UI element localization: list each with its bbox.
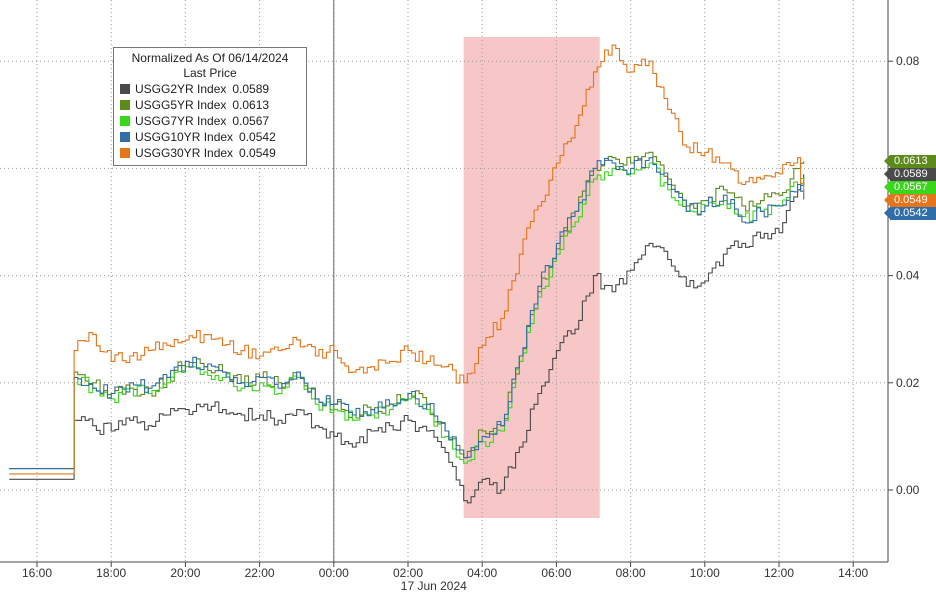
last-value-tag: 0.0613 <box>884 155 936 169</box>
series-line <box>9 157 805 470</box>
legend: Normalized As Of 06/14/2024 Last Price U… <box>113 47 307 166</box>
x-tick-label: 08:00 <box>616 566 646 580</box>
x-tick-label: 10:00 <box>690 566 720 580</box>
x-tick-label: 18:00 <box>96 566 126 580</box>
legend-item: USGG2YR Index 0.0589 <box>120 81 300 97</box>
x-tick-label: 14:00 <box>838 566 868 580</box>
y-tick-label: 0.02 <box>896 376 920 390</box>
last-value-tag: 0.0542 <box>884 207 936 221</box>
date-label: 17 Jun 2024 <box>401 579 467 593</box>
legend-series-name: USGG10YR Index <box>135 130 234 144</box>
legend-series-value: 0.0567 <box>232 114 270 128</box>
legend-swatch <box>120 148 130 158</box>
x-tick-label: 22:00 <box>245 566 275 580</box>
last-value-tag: 0.0567 <box>884 181 936 195</box>
x-tick-label: 06:00 <box>541 566 571 580</box>
series-line <box>9 151 805 470</box>
series-line <box>9 162 805 470</box>
y-tick-label: 0.08 <box>896 54 920 68</box>
legend-swatch <box>120 132 130 142</box>
legend-series-name: USGG7YR Index <box>135 114 227 128</box>
legend-swatch <box>120 100 130 110</box>
legend-series-value: 0.0589 <box>232 82 270 96</box>
legend-series-name: USGG5YR Index <box>135 98 227 112</box>
x-tick-label: 20:00 <box>170 566 200 580</box>
series-line <box>9 174 805 504</box>
legend-item: USGG7YR Index 0.0567 <box>120 113 300 129</box>
legend-title: Normalized As Of 06/14/2024 <box>131 51 289 65</box>
legend-item: USGG5YR Index 0.0613 <box>120 97 300 113</box>
legend-item: USGG10YR Index 0.0542 <box>120 129 300 145</box>
legend-swatch <box>120 116 130 126</box>
x-tick-label: 16:00 <box>22 566 52 580</box>
y-tick-label: 0.00 <box>896 483 920 497</box>
last-value-tag: 0.0549 <box>884 194 936 208</box>
legend-subtitle: Last Price <box>183 66 237 80</box>
x-tick-label: 00:00 <box>319 566 349 580</box>
legend-swatch <box>120 84 130 94</box>
legend-series-value: 0.0549 <box>239 146 276 160</box>
legend-item: USGG30YR Index 0.0549 <box>120 145 300 161</box>
x-tick-label: 04:00 <box>467 566 497 580</box>
y-tick-label: 0.04 <box>896 269 920 283</box>
last-value-tag: 0.0589 <box>884 168 936 182</box>
highlight-region <box>463 37 600 518</box>
legend-series-value: 0.0613 <box>232 98 270 112</box>
legend-series-name: USGG2YR Index <box>135 82 227 96</box>
series-line <box>9 44 805 475</box>
x-tick-label: 12:00 <box>764 566 794 580</box>
legend-series-value: 0.0542 <box>239 130 276 144</box>
legend-series-name: USGG30YR Index <box>135 146 234 160</box>
x-tick-label: 02:00 <box>393 566 423 580</box>
